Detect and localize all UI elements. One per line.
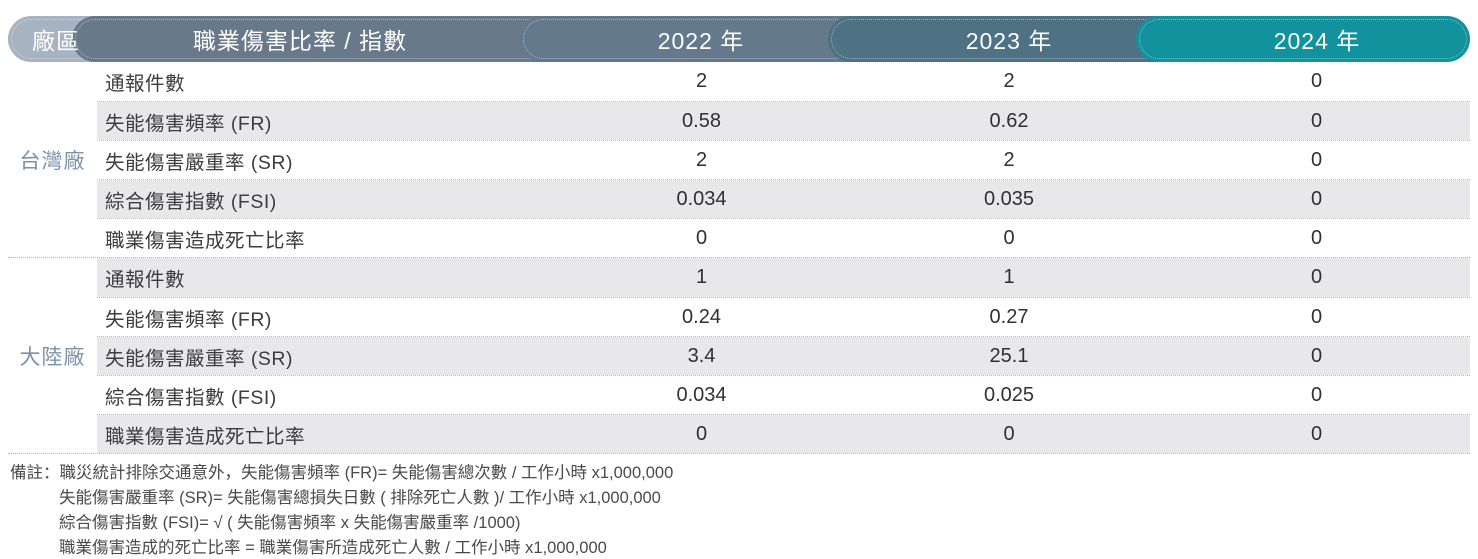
value-2024: 0 xyxy=(1163,337,1470,375)
value-2023: 0.62 xyxy=(855,102,1163,140)
value-2023: 0.27 xyxy=(989,305,1029,328)
plant-label: 台灣廠 xyxy=(19,149,86,173)
column-header-plant: 廠區 xyxy=(32,28,80,54)
value-2022: 1 xyxy=(548,258,855,297)
value-2023: 1 xyxy=(855,258,1163,297)
metric-label: 失能傷害頻率 (FR) xyxy=(105,308,272,331)
value-2024: 0 xyxy=(1310,226,1323,249)
metric-label: 職業傷害造成死亡比率 xyxy=(105,229,306,252)
plant-section: 台灣廠 通報件數 2 2 0 失能傷害頻率 (FR) 0.58 0.62 0 失能傷害嚴重率 (S… xyxy=(8,62,1470,257)
column-header-2023: 2023 年 xyxy=(965,28,1053,54)
plant-label: 大陸廠 xyxy=(19,345,86,369)
value-2023: 2 xyxy=(1003,148,1015,171)
table-row: 失能傷害頻率 (FR) 0.24 0.27 0 xyxy=(97,297,1470,336)
table-row: 失能傷害嚴重率 (SR) 2 2 0 xyxy=(97,140,1470,179)
value-2022: 2 xyxy=(695,148,708,171)
table-row: 失能傷害嚴重率 (SR) 3.4 25.1 0 xyxy=(97,336,1470,375)
value-2022: 2 xyxy=(695,70,708,92)
metric-label: 失能傷害頻率 (FR) xyxy=(97,102,548,140)
footnote-line: 職業傷害造成的死亡比率 = 職業傷害所造成死亡人數 / 工作小時 x1,000,… xyxy=(59,539,607,557)
value-2022: 0 xyxy=(548,415,855,453)
report-table-page: 廠區 職業傷害比率 / 指數 2022 年 2023 年 2024 年 台灣廠通… xyxy=(0,16,1478,559)
value-2022: 0.034 xyxy=(548,180,855,218)
value-2023: 2 xyxy=(1003,70,1015,92)
value-2024: 0 xyxy=(1310,383,1323,406)
header-segment-2024 xyxy=(1136,16,1470,62)
footnote-line: 備註：職災統計排除交通意外，失能傷害頻率 (FR)= 失能傷害總次數 / 工作小… xyxy=(10,464,674,482)
table-row: 綜合傷害指數 (FSI) 0.034 0.035 0 xyxy=(97,179,1470,218)
footnote-line: 失能傷害嚴重率 (SR)= 失能傷害總損失日數 ( 排除死亡人數 )/ 工作小時… xyxy=(59,489,661,507)
value-2024: 0 xyxy=(1163,258,1470,297)
metric-label: 綜合傷害指數 (FSI) xyxy=(105,386,277,409)
metric-label: 綜合傷害指數 (FSI) xyxy=(97,180,548,218)
value-2023: 0.025 xyxy=(983,383,1035,406)
plant-section: 大陸廠 通報件數 1 1 0 失能傷害頻率 (FR) 0.24 0.27 0 失能傷害嚴重率 (S… xyxy=(8,257,1470,453)
value-2022: 0 xyxy=(695,226,708,249)
metric-label: 失能傷害嚴重率 (SR) xyxy=(105,151,293,174)
column-header-2024: 2024 年 xyxy=(1273,28,1361,54)
value-2024: 0 xyxy=(1163,180,1470,218)
table-body: 台灣廠 通報件數 2 2 0 失能傷害頻率 (FR) 0.58 0.62 0 失能傷害嚴重率 (S… xyxy=(8,62,1470,454)
table-row: 通報件數 2 2 0 xyxy=(97,62,1470,101)
value-2024: 0 xyxy=(1163,415,1470,453)
header-segment-2023 xyxy=(828,16,1180,62)
value-2024: 0 xyxy=(1310,148,1323,171)
metric-label: 職業傷害造成死亡比率 xyxy=(97,415,548,453)
header-segment-metric xyxy=(72,16,584,62)
column-header-metric: 職業傷害比率 / 指數 xyxy=(192,28,408,54)
table-row: 職業傷害造成死亡比率 0 0 0 xyxy=(97,218,1470,257)
table-row: 失能傷害頻率 (FR) 0.58 0.62 0 xyxy=(97,101,1470,140)
table-header: 廠區 職業傷害比率 / 指數 2022 年 2023 年 2024 年 xyxy=(8,16,1470,62)
value-2023: 0.035 xyxy=(855,180,1163,218)
header-segment-2022 xyxy=(520,16,872,62)
metric-label: 通報件數 xyxy=(105,73,186,95)
metric-label: 失能傷害嚴重率 (SR) xyxy=(97,337,548,375)
value-2024: 0 xyxy=(1310,305,1323,328)
table-row: 綜合傷害指數 (FSI) 0.034 0.025 0 xyxy=(97,375,1470,414)
value-2024: 0 xyxy=(1310,70,1323,92)
value-2022: 0.24 xyxy=(682,305,721,328)
value-2023: 0 xyxy=(855,415,1163,453)
footnotes: 備註：職災統計排除交通意外，失能傷害頻率 (FR)= 失能傷害總次數 / 工作小… xyxy=(8,459,1470,559)
value-2022: 0.58 xyxy=(548,102,855,140)
value-2023: 25.1 xyxy=(855,337,1163,375)
table-row: 職業傷害造成死亡比率 0 0 0 xyxy=(97,414,1470,453)
metric-label: 通報件數 xyxy=(97,258,548,297)
column-header-2022: 2022 年 xyxy=(657,28,745,54)
table-row: 通報件數 1 1 0 xyxy=(97,258,1470,297)
footnote-line: 綜合傷害指數 (FSI)= √ ( 失能傷害頻率 x 失能傷害嚴重率 /1000… xyxy=(59,514,521,532)
value-2023: 0 xyxy=(1003,226,1015,249)
value-2024: 0 xyxy=(1163,102,1470,140)
value-2022: 0.034 xyxy=(676,383,727,406)
value-2022: 3.4 xyxy=(548,337,855,375)
